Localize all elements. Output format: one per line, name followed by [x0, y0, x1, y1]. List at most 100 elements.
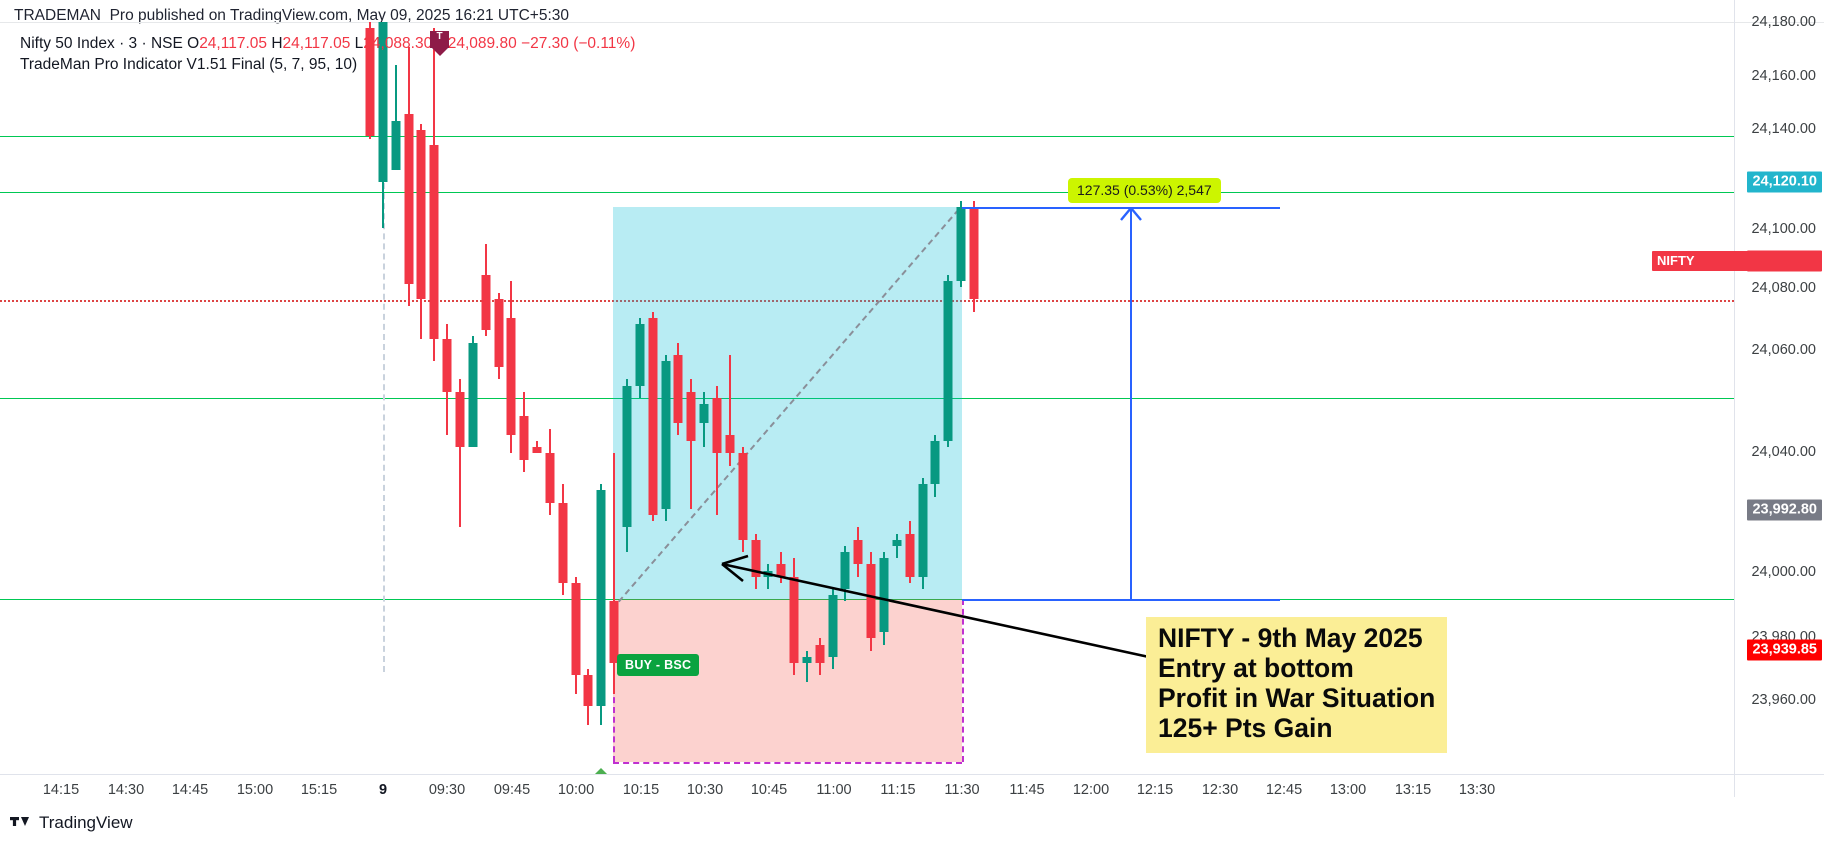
change-value: −27.30 [521, 35, 569, 52]
price-tick: 23,960.00 [1751, 692, 1816, 708]
candle-body [468, 342, 478, 448]
price-tick: 24,100.00 [1751, 221, 1816, 237]
candle-body [969, 206, 979, 300]
trade-note[interactable]: NIFTY - 9th May 2025 Entry at bottom Pro… [1146, 617, 1448, 753]
buy-signal-label[interactable]: BUY - BSC [617, 653, 700, 676]
t-flag-marker[interactable]: T [430, 31, 449, 48]
price-badge-symbol[interactable]: NIFTY [1652, 251, 1822, 271]
ohlc-c-value: 24,089.80 [447, 35, 517, 52]
time-tick: 11:15 [880, 782, 916, 798]
time-tick: 10:30 [686, 782, 724, 798]
time-tick: 12:15 [1136, 782, 1174, 798]
time-tick: 12:45 [1265, 782, 1303, 798]
candle-body [391, 120, 401, 170]
price-level-last-price-line[interactable] [0, 299, 1734, 302]
tradingview-logo-text: TradingView [39, 813, 133, 832]
time-tick: 11:00 [816, 782, 852, 798]
price-tick: 24,000.00 [1751, 564, 1816, 580]
top-divider [0, 22, 1824, 23]
candle-body [481, 274, 491, 331]
candle-body [571, 582, 581, 676]
price-badge-low[interactable]: 23,939.85 [1747, 639, 1822, 661]
note-line-3: Profit in War Situation [1158, 683, 1436, 713]
time-tick: 11:45 [1009, 782, 1045, 798]
time-tick: 10:15 [622, 782, 660, 798]
candle-body [776, 564, 786, 577]
long-position-profit-zone[interactable] [613, 206, 962, 599]
measure-vertical-line[interactable] [1130, 206, 1132, 599]
price-level-resistance-lower[interactable] [0, 191, 1734, 193]
candle-body [918, 484, 928, 577]
ohlc-l-label: L [354, 35, 364, 52]
measure-bottom-line[interactable] [962, 598, 1280, 601]
candle-body [558, 502, 568, 583]
candle-body [596, 490, 606, 707]
candle-body [583, 675, 593, 707]
symbol-title[interactable]: Nifty 50 Index · 3 · NSE [20, 35, 183, 52]
price-level-resistance-upper[interactable] [0, 136, 1734, 138]
candle-body [532, 447, 542, 454]
price-tick: 24,180.00 [1751, 14, 1816, 30]
note-line-2: Entry at bottom [1158, 653, 1354, 683]
time-tick: 10:00 [557, 782, 595, 798]
candle-body [930, 441, 940, 485]
time-tick: 13:15 [1394, 782, 1432, 798]
ohlc-l-value: 24,088.30 [363, 35, 433, 52]
candle-body [506, 317, 516, 435]
candle-body [802, 656, 812, 663]
time-tick: 14:30 [107, 782, 145, 798]
price-tick: 24,040.00 [1751, 444, 1816, 460]
measure-badge[interactable]: 127.35 (0.53%) 2,547 [1068, 177, 1221, 203]
price-level-mid-level[interactable] [0, 397, 1734, 399]
candle-body [648, 317, 658, 516]
price-scale[interactable]: 24,180.00 24,160.00 24,140.00 24,100.00 24,0… [1735, 0, 1824, 797]
time-scale[interactable]: 14:15 14:30 14:45 15:00 15:15 9 09:30 09:45 10:0… [0, 775, 1734, 805]
indicator-title[interactable]: TradeMan Pro Indicator V1.51 Final (5, 7… [20, 56, 358, 73]
candle-body [404, 114, 414, 284]
candle-wick [895, 533, 898, 559]
time-tick: 10:45 [750, 782, 788, 798]
long-position-stop-zone[interactable] [613, 598, 962, 763]
candle-body [892, 539, 902, 546]
chart-plot-area[interactable]: BUY - BSC L 127.35 (0.53%) 2,547 [0, 22, 1734, 774]
session-divider [383, 22, 385, 672]
time-tick: 15:00 [236, 782, 274, 798]
time-tick: 12:00 [1072, 782, 1110, 798]
candle-body [378, 22, 388, 183]
tradingview-logo: TradingView [10, 812, 133, 834]
candle-body [609, 601, 619, 663]
price-tick: 24,060.00 [1751, 342, 1816, 358]
candle-wick [613, 453, 616, 694]
candle-body [661, 361, 671, 509]
time-tick: 9 [378, 782, 388, 798]
candle-wick [458, 379, 461, 528]
candle-body [622, 385, 632, 528]
price-tick: 24,160.00 [1751, 68, 1816, 84]
time-tick: 09:30 [428, 782, 466, 798]
time-tick: 11:30 [944, 782, 980, 798]
candle-wick [805, 650, 808, 682]
candle-body [840, 552, 850, 590]
measure-arrow-head [1120, 206, 1142, 221]
note-line-1: NIFTY - 9th May 2025 [1158, 623, 1423, 653]
tradingview-mark [10, 812, 32, 834]
candle-body [763, 570, 773, 577]
price-badge-highlight[interactable]: 24,120.10 [1747, 171, 1822, 193]
ohlc-h-value: 24,117.05 [282, 35, 351, 52]
stop-loss-dashed-line[interactable] [613, 762, 962, 765]
time-tick: 09:45 [493, 782, 531, 798]
price-badge-level[interactable]: 23,992.80 [1747, 499, 1822, 521]
candle-body [519, 416, 529, 460]
candle-body [416, 129, 426, 300]
candle-body [828, 595, 838, 657]
candle-wick [690, 379, 693, 509]
candle-body [699, 404, 709, 423]
candle-body [686, 391, 696, 442]
candle-wick [728, 354, 731, 466]
publish-line: TRADEMAN_Pro published on TradingView.co… [14, 7, 569, 24]
measure-top-line[interactable] [962, 206, 1280, 209]
bottom-divider [0, 774, 1824, 775]
candle-body [879, 558, 889, 633]
candle-body [494, 299, 503, 368]
